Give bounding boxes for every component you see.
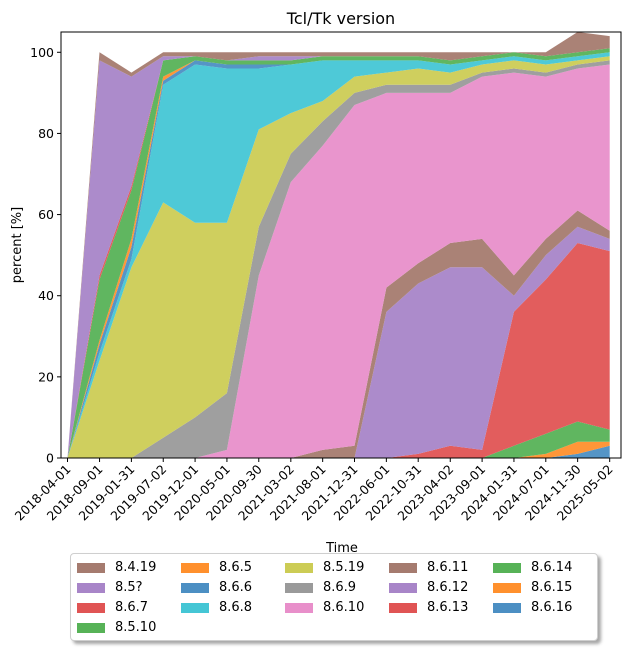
plot-frame	[60, 31, 622, 459]
y-tick-label: 0	[46, 451, 54, 466]
legend-label: 8.5?	[115, 580, 143, 595]
legend-item: 8.6.7	[77, 598, 181, 618]
y-tick-label: 20	[38, 369, 54, 384]
area-8.6.12	[67, 226, 610, 458]
legend-label: 8.4.19	[115, 560, 157, 575]
legend-swatch	[181, 563, 209, 573]
legend-label: 8.6.15	[531, 580, 573, 595]
y-tick-label: 80	[38, 126, 54, 141]
area-8.5.19	[67, 56, 610, 459]
legend-label: 8.6.5	[219, 560, 253, 575]
x-axis-ticks: 2018-04-012018-09-012019-01-312019-07-02…	[12, 458, 616, 523]
legend-item: 8.6.5	[181, 558, 285, 578]
legend-item: 8.6.10	[285, 598, 389, 618]
area-8.6.8	[67, 52, 610, 459]
legend-swatch	[493, 563, 521, 573]
legend-label: 8.6.6	[219, 580, 253, 595]
y-tick-label: 40	[38, 288, 54, 303]
legend-swatch	[77, 623, 105, 633]
legend-item: 8.6.14	[493, 558, 597, 578]
legend-label: 8.6.16	[531, 600, 573, 615]
legend-label: 8.6.12	[427, 580, 469, 595]
legend-item: 8.6.16	[493, 598, 597, 618]
legend-item: 8.6.15	[493, 578, 597, 598]
legend-item: 8.5.10	[77, 618, 181, 638]
legend-swatch	[181, 583, 209, 593]
legend-swatch	[285, 563, 313, 573]
chart-title: Tcl/Tk version	[286, 9, 395, 28]
area-8.6.10	[67, 64, 610, 458]
area-8.5?	[67, 48, 610, 458]
legend-label: 8.5.10	[115, 620, 157, 635]
legend-item: 8.4.19	[77, 558, 181, 578]
area-8.6.11	[67, 210, 610, 458]
legend-label: 8.6.11	[427, 560, 469, 575]
area-8.6.15	[67, 441, 610, 458]
legend: 8.4.19 8.6.5 8.5.19 8.6.11 8.6.14 8.5? 8.6.6 8.…	[70, 553, 598, 641]
x-axis-label: Time	[325, 541, 358, 556]
legend-swatch	[389, 563, 417, 573]
legend-swatch	[181, 603, 209, 613]
legend-label: 8.6.7	[115, 600, 149, 615]
legend-item: 8.6.12	[389, 578, 493, 598]
legend-label: 8.6.9	[323, 580, 357, 595]
stacked-areas	[67, 32, 610, 459]
legend-item: 8.6.9	[285, 578, 389, 598]
y-tick-label: 100	[30, 45, 54, 60]
legend-item: 8.6.6	[181, 578, 285, 598]
legend-label: 8.6.10	[323, 600, 365, 615]
legend-item: 8.5.19	[285, 558, 389, 578]
legend-item: 8.6.13	[389, 598, 493, 618]
legend-label: 8.6.13	[427, 600, 469, 615]
legend-swatch	[77, 563, 105, 573]
legend-swatch	[285, 583, 313, 593]
legend-swatch	[493, 603, 521, 613]
y-axis-label: percent [%]	[10, 207, 25, 283]
legend-swatch	[77, 603, 105, 613]
legend-swatch	[77, 583, 105, 593]
legend-swatch	[285, 603, 313, 613]
legend-label: 8.5.19	[323, 560, 365, 575]
legend-swatch	[493, 583, 521, 593]
legend-item: 8.5?	[77, 578, 181, 598]
legend-item: 8.6.11	[389, 558, 493, 578]
legend-label: 8.6.8	[219, 600, 253, 615]
legend-label: 8.6.14	[531, 560, 573, 575]
legend-item: 8.6.8	[181, 598, 285, 618]
area-8.6.16	[67, 445, 610, 458]
legend-swatch	[389, 583, 417, 593]
legend-swatch	[389, 603, 417, 613]
y-tick-label: 60	[38, 207, 54, 222]
y-axis-ticks: 0 20 40 60 80 100	[30, 45, 61, 466]
